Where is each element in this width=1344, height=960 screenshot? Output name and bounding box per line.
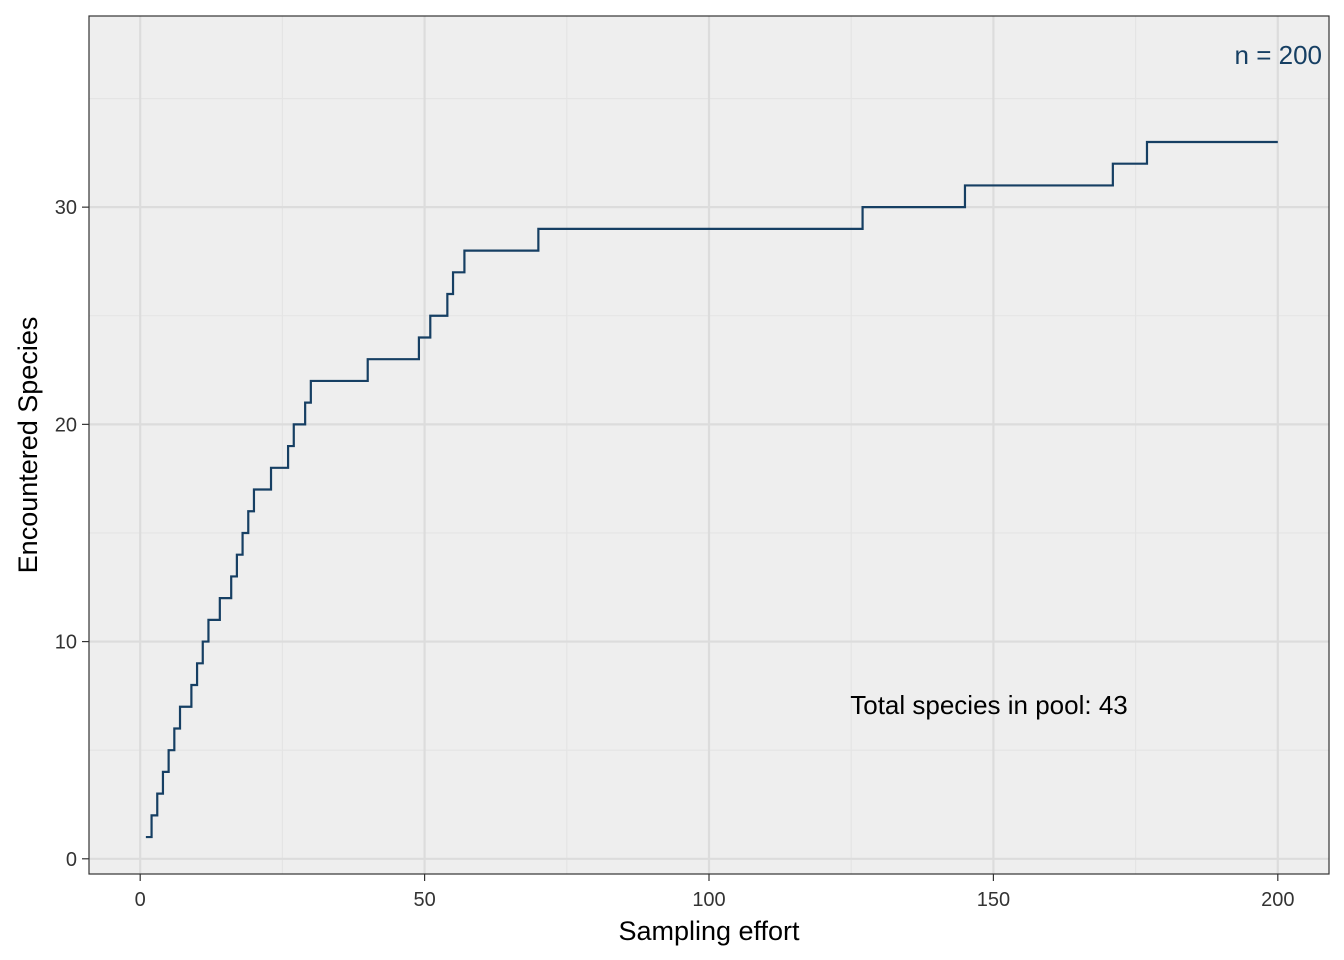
y-tick-label: 0 [66,849,77,871]
x-tick-label: 200 [1261,889,1294,911]
y-axis: 0 10 20 30 [55,197,89,871]
y-axis-label: Encountered Species [13,317,43,574]
y-tick-label: 10 [55,632,77,654]
sample-size-annotation: n = 200 [1235,40,1322,70]
x-tick-label: 100 [692,889,725,911]
x-tick-label: 150 [977,889,1010,911]
species-accumulation-line [145,140,1278,839]
x-tick-label: 0 [135,889,146,911]
x-tick-label: 50 [413,889,435,911]
x-axis-label: Sampling effort [618,916,800,946]
y-tick-label: 30 [55,197,77,219]
x-axis: 0 50 100 150 200 [135,874,1294,911]
species-pool-annotation: Total species in pool: 43 [850,690,1128,720]
y-tick-label: 20 [55,414,77,436]
